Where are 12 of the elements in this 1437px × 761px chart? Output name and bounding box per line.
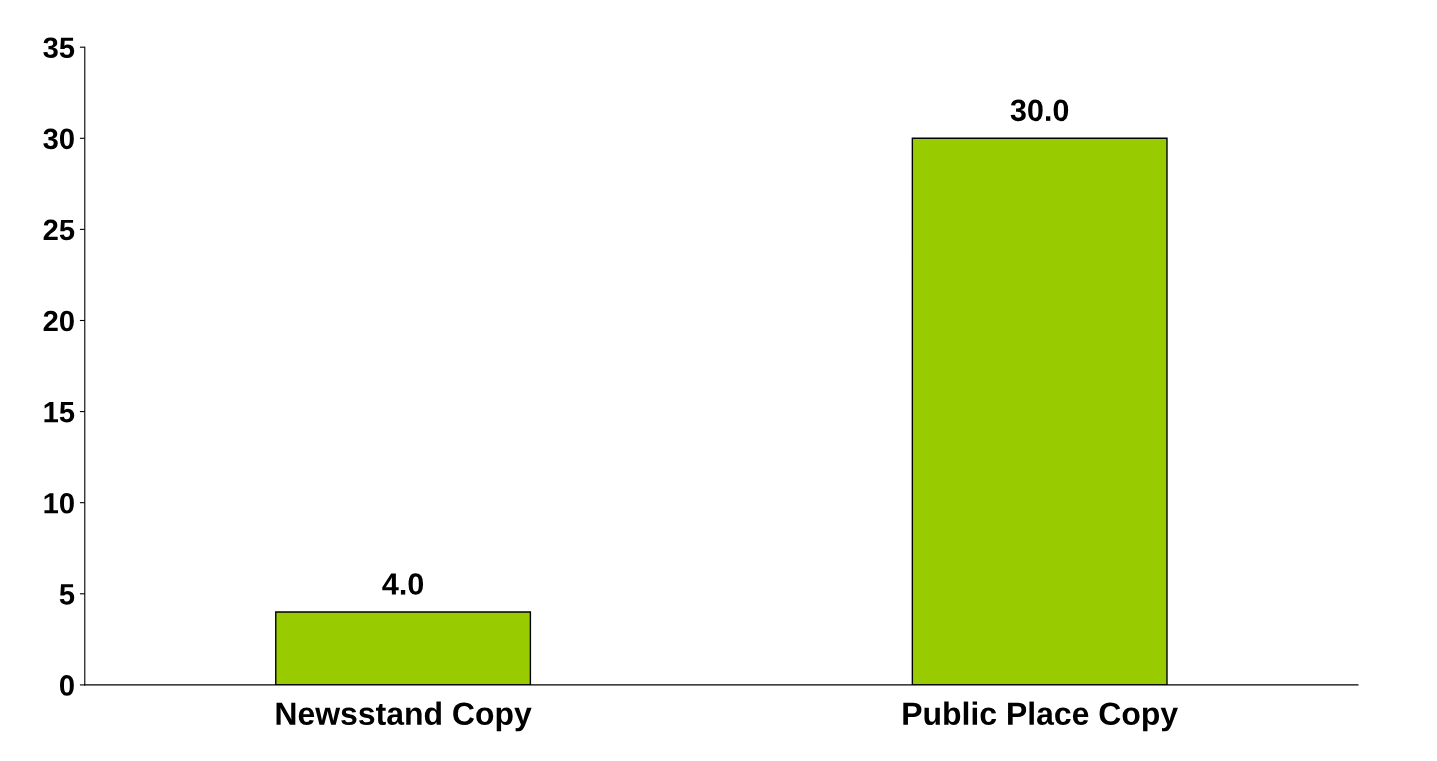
y-tick-label: 25 [43,219,75,241]
x-tick-label: Public Place Copy [903,701,1178,732]
y-tick-label: 30 [43,128,74,150]
y-tick-label: 15 [44,402,75,423]
y-tick-label: 20 [43,310,74,332]
y-tick-label: 0 [59,675,74,696]
y-tick-label: 5 [59,584,75,605]
x-tick-label: Newsstand Copy [276,701,532,732]
data-label: 30.0 [1010,99,1069,122]
data-label: 4.0 [382,573,424,595]
y-tick-label: 10 [44,492,74,514]
y-tick-label: 35 [43,37,75,59]
